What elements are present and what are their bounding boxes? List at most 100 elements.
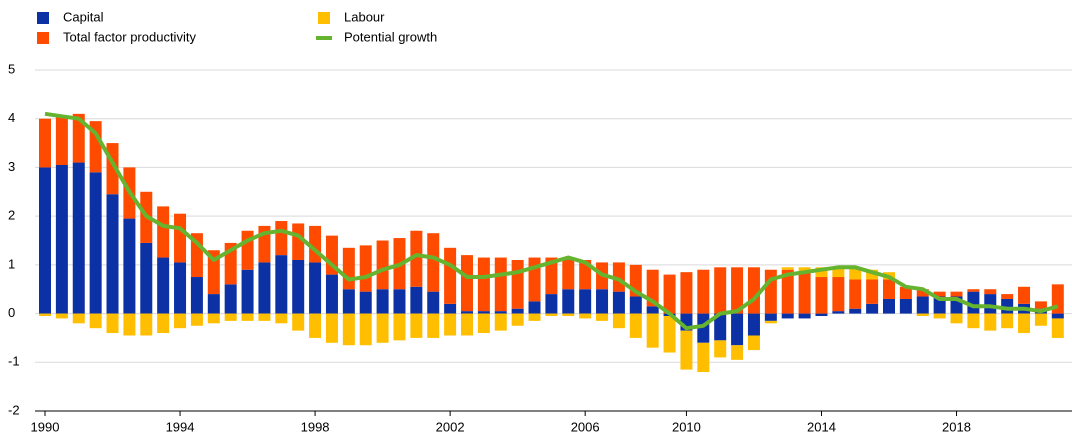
bar-segment — [140, 313, 153, 336]
bar-segment — [849, 308, 862, 314]
bar-segment — [798, 313, 811, 319]
bar-segment — [174, 262, 187, 314]
bar-segment — [562, 313, 575, 317]
bar-segment — [579, 289, 592, 314]
bar-segment — [950, 313, 963, 324]
bar-segment — [72, 162, 85, 314]
bar-segment — [612, 262, 625, 292]
bar-segment — [258, 313, 271, 321]
bar-segment — [258, 262, 271, 314]
bar-segment — [376, 313, 389, 343]
bar-segment — [899, 286, 912, 299]
bar-segment — [680, 272, 693, 314]
y-tick-label: 5 — [8, 61, 15, 76]
y-tick-label: -1 — [8, 354, 20, 369]
bar-segment — [157, 313, 170, 334]
x-tick-label: 1990 — [31, 419, 60, 434]
bar-segment — [72, 113, 85, 163]
bar-segment — [89, 313, 102, 329]
bar-segment — [190, 313, 203, 326]
bar-segment — [292, 313, 305, 331]
bar-segment — [511, 308, 524, 314]
bar-segment — [596, 313, 609, 321]
bar-segment — [410, 313, 423, 338]
bar-segment — [815, 267, 828, 278]
bar-segment — [579, 259, 592, 290]
bar-segment — [325, 313, 338, 343]
bar-segment — [781, 269, 794, 314]
line-series — [44, 111, 1059, 331]
bar-segment — [207, 250, 220, 295]
bar-segment — [157, 257, 170, 314]
bar-segment — [123, 313, 136, 336]
bar-segment — [207, 313, 220, 324]
bar-segment — [933, 291, 946, 297]
bar-segment — [444, 247, 457, 304]
bar-segment — [89, 172, 102, 314]
bar-segment — [697, 313, 710, 343]
bar-segment — [849, 267, 862, 280]
bar-segment — [1051, 313, 1064, 319]
bar-segment — [410, 286, 423, 314]
bar-segment — [781, 313, 794, 319]
bar-segment — [72, 313, 85, 324]
y-tick-label: 2 — [8, 208, 15, 223]
bar-segment — [916, 289, 929, 297]
bar-segment — [629, 313, 642, 338]
bar-segment — [984, 313, 997, 331]
legend-swatch — [318, 12, 330, 24]
bar-segment — [359, 245, 372, 292]
x-tick-label: 2002 — [436, 419, 465, 434]
bar-segment — [444, 313, 457, 336]
bar-segment — [731, 345, 744, 360]
bar-segment — [55, 164, 68, 314]
bar-segment — [106, 194, 119, 314]
y-tick-label: 3 — [8, 159, 15, 174]
bar-segment — [511, 259, 524, 309]
bar-segment — [866, 269, 879, 280]
bar-segment — [562, 257, 575, 290]
bar-segment — [55, 116, 68, 165]
bar-segment — [984, 289, 997, 295]
bar-segment — [190, 277, 203, 314]
bar-segment — [359, 313, 372, 346]
bar-segment — [916, 313, 929, 317]
bar-segment — [275, 221, 288, 256]
bar-segment — [680, 330, 693, 370]
bar-segment — [663, 274, 676, 314]
bar-segment — [1001, 313, 1014, 329]
bar-segment — [883, 279, 895, 299]
bar-segment — [393, 289, 406, 314]
bar-segment — [612, 313, 625, 329]
bar-segment — [1034, 313, 1047, 326]
bar-segment — [241, 313, 254, 321]
bar-segment — [545, 313, 558, 317]
bar-segment — [106, 313, 119, 334]
bar-segment — [477, 311, 490, 314]
bar-segment — [781, 267, 794, 270]
bar-segment — [89, 121, 102, 173]
bar-segment — [849, 279, 862, 309]
bar-segment — [916, 296, 929, 314]
bar-segment — [342, 313, 355, 346]
bar-segment — [798, 272, 811, 314]
bar-segment — [731, 313, 744, 346]
bar-segment — [309, 313, 322, 338]
bar-segment — [731, 267, 744, 314]
bar-segment — [832, 311, 845, 314]
bar-segment — [612, 291, 625, 314]
bar-segment — [275, 255, 288, 314]
bar-segment — [562, 289, 575, 314]
bar-segment — [1001, 294, 1014, 299]
bar-segment — [545, 257, 558, 295]
bar-segment — [714, 340, 727, 358]
y-tick-label: 0 — [8, 305, 15, 320]
bar-segment — [292, 223, 305, 260]
bar-segment — [494, 311, 507, 314]
bar-segment — [714, 313, 727, 341]
bar-segment — [309, 262, 322, 314]
bar-segment — [494, 313, 507, 331]
x-tick-label: 2010 — [672, 419, 701, 434]
bar-segment — [511, 313, 524, 326]
bar-segment — [461, 311, 473, 314]
